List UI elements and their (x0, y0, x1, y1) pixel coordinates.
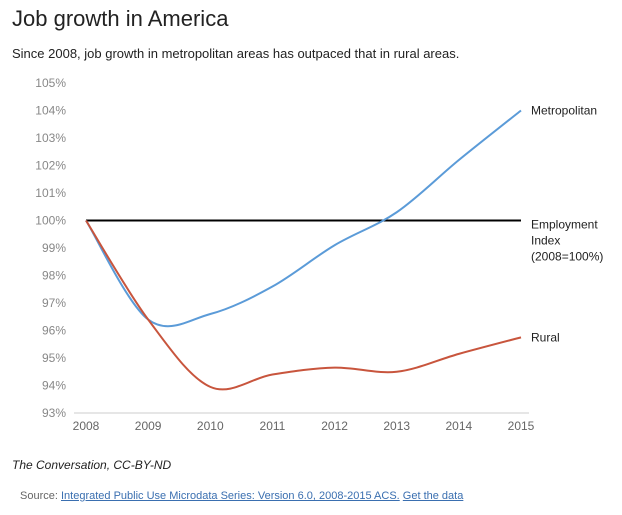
series-label: Metropolitan (531, 104, 597, 118)
y-tick-label: 97% (42, 296, 66, 310)
series-line (85, 219, 522, 391)
y-tick-label: 93% (42, 406, 66, 420)
source-prefix: Source: (20, 490, 58, 502)
reference-label: Index (531, 234, 560, 248)
x-tick-label: 2010 (197, 419, 224, 433)
y-tick-label: 101% (35, 186, 66, 200)
source: Source: Integrated Public Use Microdata … (20, 490, 463, 502)
y-tick-label: 98% (42, 269, 66, 283)
reference-label: Employment (531, 218, 598, 232)
series-label: Rural (531, 330, 560, 344)
x-tick-label: 2008 (73, 419, 100, 433)
y-tick-label: 104% (35, 104, 66, 118)
x-tick-label: 2012 (321, 419, 348, 433)
data-link[interactable]: Get the data (402, 490, 464, 502)
x-tick-label: 2013 (383, 419, 410, 433)
reference-label: (2008=100%) (531, 250, 603, 264)
y-tick-label: 95% (42, 351, 66, 365)
y-tick-label: 102% (35, 159, 66, 173)
credit: The Conversation, CC-BY-ND (12, 458, 172, 472)
series-line (85, 109, 522, 328)
x-tick-label: 2015 (508, 419, 535, 433)
source-link[interactable]: Integrated Public Use Microdata Series: … (60, 490, 400, 502)
chart: 93% 94% 95% 96% 97% 98% 99% 100% 101% 102% 103% 104… (35, 76, 603, 433)
y-tick-label: 103% (35, 131, 66, 145)
x-tick-label: 2014 (446, 419, 473, 433)
y-tick-label: 100% (35, 214, 66, 228)
x-tick-label: 2011 (260, 419, 286, 433)
y-tick-label: 105% (35, 76, 66, 90)
y-tick-label: 96% (42, 324, 66, 338)
chart-subtitle: Since 2008, job growth in metropolitan a… (12, 46, 460, 61)
chart-title: Job growth in America (12, 6, 229, 31)
y-tick-label: 94% (42, 379, 66, 393)
y-tick-label: 99% (42, 241, 66, 255)
x-tick-label: 2009 (135, 419, 162, 433)
